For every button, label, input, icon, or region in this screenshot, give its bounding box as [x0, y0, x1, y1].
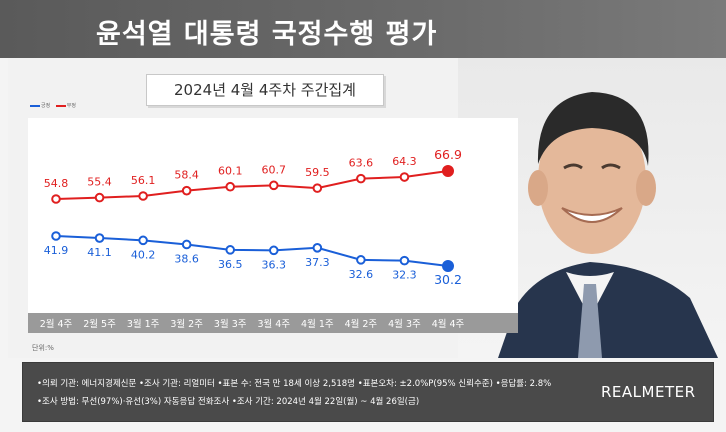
chart-subtitle: 2024년 4월 4주차 주간집계	[174, 81, 356, 99]
data-label: 60.1	[218, 165, 243, 178]
footer-panel: •의뢰 기관: 에너지경제신문 •조사 기관: 리얼미터 •표본 수: 전국 만…	[22, 362, 714, 422]
brand-logo: REALMETER	[601, 383, 696, 401]
data-label: 58.4	[174, 169, 199, 182]
data-point	[442, 260, 454, 272]
x-tick-label: 4월 4주	[432, 318, 465, 330]
data-point	[356, 255, 366, 265]
title-bar: 윤석열 대통령 국정수행 평가	[0, 0, 726, 58]
data-point	[94, 233, 105, 243]
data-point	[138, 235, 148, 246]
legend-swatch-positive	[30, 104, 40, 107]
data-label: 60.7	[262, 163, 287, 176]
x-tick-label: 3월 4주	[257, 318, 290, 330]
data-label: 37.3	[305, 256, 330, 269]
series-line-negative	[55, 170, 449, 200]
x-tick-label: 2월 4주	[40, 318, 73, 330]
x-tick-label: 4월 1주	[301, 318, 334, 330]
data-label: 41.1	[87, 246, 112, 259]
data-point	[356, 173, 366, 184]
data-label: 63.6	[349, 157, 374, 170]
x-tick-label: 4월 2주	[345, 318, 378, 330]
data-point	[268, 180, 279, 191]
data-point	[225, 181, 236, 192]
data-label: 64.3	[392, 155, 417, 168]
data-label: 36.5	[218, 258, 243, 271]
data-label: 41.9	[44, 244, 69, 257]
data-point	[312, 242, 323, 253]
x-tick-label: 3월 2주	[170, 318, 203, 330]
data-point	[181, 185, 192, 196]
data-point	[312, 183, 323, 193]
data-point	[138, 191, 148, 201]
plot-area	[28, 118, 518, 314]
legend-item-positive: 긍정	[30, 103, 52, 109]
x-axis-band	[28, 313, 518, 333]
data-point	[399, 255, 410, 266]
data-label: 32.6	[349, 268, 374, 281]
data-point	[268, 245, 279, 256]
x-tick-label: 3월 1주	[127, 318, 160, 330]
data-label: 36.3	[262, 258, 287, 271]
data-label: 56.1	[131, 174, 156, 187]
data-label: 54.8	[44, 177, 69, 190]
legend-swatch-negative	[55, 104, 66, 107]
chart-title: 윤석열 대통령 국정수행 평가	[96, 19, 438, 50]
data-label: 59.5	[305, 166, 330, 179]
data-point	[51, 194, 61, 204]
data-label: 66.9	[434, 147, 462, 162]
data-label: 32.3	[392, 269, 417, 282]
legend: 긍정 부정	[30, 102, 80, 109]
x-tick-label: 2월 5주	[83, 318, 116, 330]
data-point	[51, 231, 61, 241]
data-label: 40.2	[131, 248, 156, 261]
unit-label: 단위:%	[32, 344, 54, 352]
data-point	[181, 239, 192, 250]
footer-line-1: •의뢰 기관: 에너지경제신문 •조사 기관: 리얼미터 •표본 수: 전국 만…	[37, 379, 552, 389]
series-line-positive	[55, 235, 449, 267]
subtitle-box: 2024년 4월 4주차 주간집계	[146, 74, 384, 106]
data-label: 55.4	[87, 176, 112, 189]
legend-label-positive: 긍정	[41, 103, 51, 109]
x-tick-label: 4월 3주	[388, 318, 421, 330]
data-point	[399, 172, 410, 182]
footer-line-2: •조사 방법: 무선(97%)·유선(3%) 자동응답 전화조사 •조사 기간:…	[37, 397, 420, 407]
data-point	[442, 165, 454, 177]
x-tick-label: 3월 3주	[214, 318, 247, 330]
legend-label-negative: 부정	[66, 103, 76, 109]
legend-item-negative: 부정	[55, 103, 76, 109]
data-point	[94, 192, 105, 203]
data-label: 38.6	[174, 252, 199, 265]
data-label: 30.2	[434, 272, 462, 287]
data-point	[225, 245, 236, 255]
